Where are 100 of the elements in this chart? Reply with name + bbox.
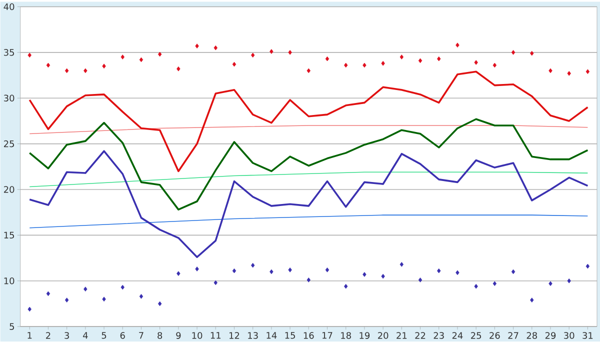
x-tick-label: 23	[434, 332, 444, 339]
x-tick-label: 25	[471, 332, 482, 339]
line-series	[29, 172, 588, 188]
point	[28, 52, 32, 58]
x-tick-label: 19	[360, 332, 370, 339]
x-tick-label: 22	[415, 332, 426, 339]
point	[270, 269, 274, 274]
point	[46, 62, 50, 68]
point	[120, 54, 124, 60]
x-tick-label: 26	[490, 332, 500, 339]
point	[325, 56, 330, 62]
x-tick-label: 8	[158, 332, 162, 339]
y-tick-label: 5	[10, 323, 14, 330]
x-tick-label: 3	[64, 332, 69, 339]
point	[511, 50, 516, 55]
point	[474, 60, 478, 65]
point	[437, 56, 441, 62]
x-tick-label: 14	[266, 332, 277, 339]
x-tick-label: 9	[176, 332, 181, 339]
point	[306, 277, 311, 282]
point	[84, 68, 88, 73]
point	[492, 281, 497, 286]
x-tick-label: 17	[322, 332, 332, 339]
point	[548, 281, 552, 286]
point	[530, 298, 534, 302]
x-tick-label: 21	[396, 332, 407, 339]
y-tick-label: 20	[4, 186, 14, 193]
point	[548, 68, 552, 73]
point	[362, 272, 366, 277]
point	[437, 268, 441, 274]
point	[214, 45, 218, 50]
point	[139, 294, 144, 299]
point	[456, 270, 460, 275]
y-tick-label: 25	[4, 140, 14, 148]
point	[195, 266, 199, 272]
point	[102, 64, 106, 68]
y-tick-label: 40	[4, 3, 14, 10]
x-tick-label: 24	[452, 332, 463, 339]
x-tick-label: 29	[545, 332, 556, 339]
point	[492, 62, 497, 68]
point	[232, 62, 236, 67]
point	[251, 262, 255, 268]
point	[251, 52, 255, 58]
x-tick-label: 5	[102, 332, 106, 339]
point	[511, 269, 516, 274]
point	[270, 49, 274, 54]
point	[214, 280, 218, 285]
y-tick-label: 30	[4, 94, 14, 102]
point	[158, 52, 162, 57]
point	[28, 306, 32, 312]
point	[102, 296, 106, 302]
point	[344, 62, 348, 68]
x-tick-label: 30	[564, 332, 574, 339]
x-tick-label: 12	[230, 332, 240, 339]
x-tick-label: 20	[378, 332, 388, 339]
point	[567, 70, 571, 76]
point	[586, 69, 590, 74]
point	[381, 274, 385, 279]
point	[158, 301, 162, 306]
point	[195, 44, 199, 48]
line-series	[28, 118, 589, 210]
x-tick-label: 18	[341, 332, 351, 339]
point	[120, 284, 124, 290]
point	[139, 57, 144, 62]
line-series	[28, 150, 589, 258]
point	[418, 58, 422, 63]
y-tick-label: 35	[4, 48, 14, 56]
point	[64, 298, 69, 302]
point	[232, 268, 236, 274]
point	[46, 291, 50, 296]
point	[362, 62, 366, 68]
point	[288, 267, 292, 272]
line-series	[29, 214, 588, 228]
x-tick-label: 2	[46, 332, 50, 339]
x-tick-label: 1	[28, 332, 32, 339]
x-tick-label: 4	[83, 332, 88, 339]
y-tick-label: 15	[4, 232, 14, 238]
point	[400, 262, 404, 267]
point	[586, 264, 590, 269]
point	[456, 42, 460, 48]
point	[381, 60, 385, 66]
point	[64, 68, 69, 73]
point	[344, 284, 348, 289]
point	[530, 50, 534, 56]
x-tick-label: 15	[285, 332, 295, 339]
x-tick-label: 13	[248, 332, 258, 339]
point	[306, 68, 311, 73]
x-tick-label: 10	[192, 332, 202, 339]
x-tick-label: 6	[120, 332, 125, 339]
point	[288, 50, 292, 55]
line-series	[28, 70, 589, 172]
line-series	[29, 125, 588, 134]
point	[474, 284, 478, 289]
point	[325, 267, 330, 272]
point	[176, 66, 180, 72]
point	[176, 271, 180, 276]
x-tick-label: 27	[508, 332, 518, 339]
x-tick-label: 16	[304, 332, 314, 339]
x-tick-label: 31	[582, 332, 593, 339]
point	[400, 54, 404, 60]
